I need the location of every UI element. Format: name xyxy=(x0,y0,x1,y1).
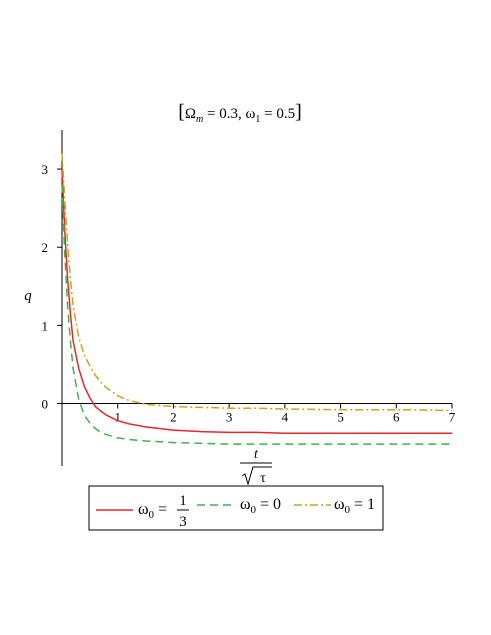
legend-frame xyxy=(88,485,384,531)
legend-2-symbol: ω xyxy=(334,496,345,513)
y-axis-label: q xyxy=(24,288,32,304)
legend-1-sub: 0 xyxy=(251,504,257,516)
series-line-2 xyxy=(61,153,453,412)
legend-2-eq: = 1 xyxy=(350,496,375,513)
x-tick-label: 2 xyxy=(170,409,177,424)
legend-0-sub: 0 xyxy=(149,509,155,521)
legend-0-eq: = xyxy=(154,501,167,518)
chart-title: [Ωm = 0.3, ω1 = 0.5] xyxy=(178,101,302,125)
x-tick-label: 7 xyxy=(449,409,456,424)
y-tick-label: 1 xyxy=(42,318,49,333)
legend-1-symbol: ω xyxy=(240,496,251,513)
series-line-0 xyxy=(61,169,452,434)
legend-2-sub: 0 xyxy=(345,504,351,516)
x-axis-label: t τ xyxy=(240,447,272,486)
x-tick-label: 1 xyxy=(114,409,121,424)
title-bracket-close: ] xyxy=(295,101,302,123)
x-label-numerator: t xyxy=(254,447,259,462)
legend-label-omega0-third: ω0 = xyxy=(138,501,167,521)
series-line-1 xyxy=(61,184,452,445)
title-omega-1-value: = 0.5 xyxy=(260,106,295,122)
legend-label-omega0-zero: ω0 = 0 xyxy=(240,496,281,516)
title-omega-m-symbol: Ω xyxy=(185,106,196,122)
title-omega-m-value: = 0.3, xyxy=(203,106,245,122)
x-label-denominator: τ xyxy=(260,471,266,486)
legend-0-symbol: ω xyxy=(138,501,149,518)
series-lines xyxy=(61,153,453,445)
legend-label-omega0-one: ω0 = 1 xyxy=(334,496,375,516)
legend: ω0 = 1 3 ω0 = 0 ω0 = 1 xyxy=(88,485,384,531)
y-tick-label: 3 xyxy=(42,162,49,177)
y-tick-label: 0 xyxy=(42,396,49,411)
ticks: 1 2 3 4 5 6 7 0 1 2 3 xyxy=(42,162,456,424)
y-tick-label: 2 xyxy=(42,240,49,255)
x-tick-label: 5 xyxy=(337,409,344,424)
legend-0-frac-num: 1 xyxy=(179,493,187,509)
title-omega-1-symbol: ω xyxy=(246,106,256,122)
x-tick-label: 3 xyxy=(226,409,233,424)
x-tick-label: 6 xyxy=(393,409,400,424)
title-omega-1-sub: 1 xyxy=(255,114,260,125)
title-omega-m-sub: m xyxy=(196,114,203,125)
x-tick-label: 4 xyxy=(282,409,289,424)
legend-1-eq: = 0 xyxy=(256,496,281,513)
legend-0-frac-den: 3 xyxy=(179,514,187,530)
title-bracket-open: [ xyxy=(178,101,185,123)
sqrt-icon xyxy=(241,466,272,486)
